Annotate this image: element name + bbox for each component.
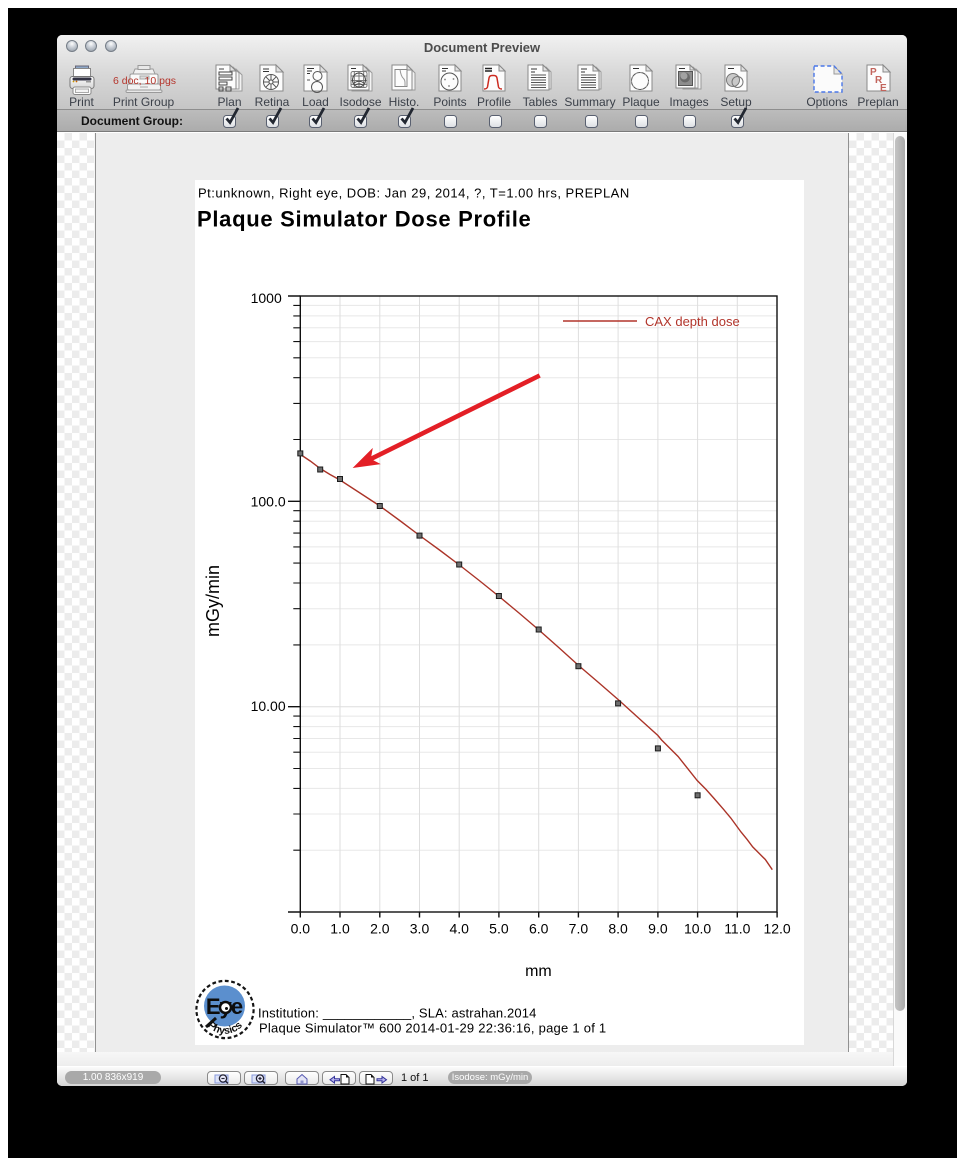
svg-text:12.0: 12.0	[763, 921, 790, 937]
svg-text:7.0: 7.0	[569, 921, 589, 937]
svg-text:2.0: 2.0	[370, 921, 390, 937]
svg-text:mm: mm	[525, 963, 552, 980]
svg-text:10.0: 10.0	[684, 921, 711, 937]
svg-text:Plaque Simulator™ 600 2014-01-: Plaque Simulator™ 600 2014-01-29 22:36:1…	[259, 1021, 606, 1036]
svg-text:E: E	[880, 83, 887, 94]
svg-text:Physics: Physics	[205, 1019, 245, 1037]
svg-text:4.0: 4.0	[449, 921, 469, 937]
svg-text:11.0: 11.0	[724, 921, 750, 937]
svg-text:0.0: 0.0	[291, 921, 311, 937]
svg-text:100.0: 100.0	[251, 494, 286, 510]
svg-text:Plaque Simulator Dose Profile: Plaque Simulator Dose Profile	[197, 207, 532, 232]
svg-text:1000: 1000	[251, 290, 282, 306]
svg-text:9.0: 9.0	[648, 921, 668, 937]
svg-text:P: P	[870, 67, 877, 78]
svg-text:3.0: 3.0	[410, 921, 430, 937]
svg-text:10.00: 10.00	[251, 698, 286, 714]
svg-text:mGy/min: mGy/min	[203, 565, 223, 637]
svg-text:Pt:unknown, Right eye, DOB: Ja: Pt:unknown, Right eye, DOB: Jan 29, 2014…	[198, 186, 630, 201]
svg-text:Institution: ____________, SLA: Institution: ____________, SLA: astrahan…	[258, 1006, 537, 1021]
svg-text:8.0: 8.0	[608, 921, 628, 937]
svg-text:1.0: 1.0	[330, 921, 350, 937]
svg-text:6.0: 6.0	[529, 921, 549, 937]
svg-text:CAX depth dose: CAX depth dose	[645, 314, 740, 329]
svg-text:R: R	[875, 75, 883, 86]
svg-text:5.0: 5.0	[489, 921, 509, 937]
